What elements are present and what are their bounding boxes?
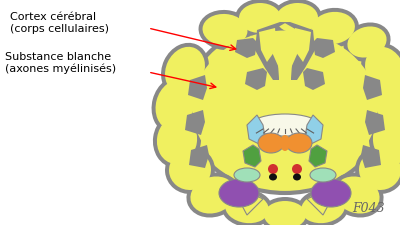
Ellipse shape (264, 201, 306, 225)
Ellipse shape (307, 8, 359, 48)
Ellipse shape (268, 164, 278, 174)
Ellipse shape (157, 116, 197, 164)
Polygon shape (245, 68, 267, 90)
Ellipse shape (293, 173, 301, 180)
Polygon shape (293, 28, 311, 62)
Ellipse shape (272, 0, 322, 37)
Ellipse shape (198, 10, 252, 50)
Ellipse shape (301, 193, 345, 223)
Ellipse shape (330, 173, 384, 218)
Ellipse shape (355, 146, 400, 194)
Ellipse shape (161, 43, 209, 97)
Ellipse shape (156, 80, 194, 130)
Ellipse shape (286, 133, 312, 153)
Polygon shape (277, 50, 293, 78)
Ellipse shape (169, 150, 211, 190)
Ellipse shape (297, 189, 349, 225)
Polygon shape (307, 183, 340, 215)
Polygon shape (185, 110, 205, 135)
Polygon shape (365, 110, 385, 135)
Text: (corps cellulaires): (corps cellulaires) (10, 24, 109, 34)
Ellipse shape (239, 3, 281, 33)
Polygon shape (189, 145, 209, 168)
Ellipse shape (221, 189, 273, 225)
Ellipse shape (186, 173, 240, 218)
Ellipse shape (276, 3, 318, 33)
Polygon shape (230, 183, 263, 215)
Polygon shape (303, 68, 325, 90)
Ellipse shape (292, 164, 302, 174)
Polygon shape (361, 145, 381, 168)
Polygon shape (188, 75, 207, 100)
Polygon shape (255, 22, 287, 80)
Ellipse shape (260, 197, 310, 225)
Ellipse shape (258, 133, 284, 153)
Ellipse shape (373, 116, 400, 164)
Ellipse shape (152, 76, 198, 134)
Polygon shape (243, 145, 261, 167)
Polygon shape (363, 75, 382, 100)
Ellipse shape (348, 27, 386, 58)
Ellipse shape (202, 14, 248, 46)
Ellipse shape (185, 23, 385, 193)
Polygon shape (313, 38, 335, 58)
Ellipse shape (234, 168, 260, 182)
Polygon shape (259, 28, 277, 62)
Ellipse shape (365, 47, 400, 93)
Polygon shape (309, 145, 327, 167)
Ellipse shape (280, 135, 290, 151)
Ellipse shape (311, 12, 355, 44)
Ellipse shape (311, 179, 351, 207)
Polygon shape (235, 38, 257, 58)
Ellipse shape (334, 176, 380, 214)
Text: Cortex cérébral: Cortex cérébral (10, 12, 96, 22)
Ellipse shape (310, 168, 336, 182)
Ellipse shape (190, 176, 236, 214)
Ellipse shape (372, 76, 400, 134)
Ellipse shape (225, 193, 269, 223)
Polygon shape (283, 22, 315, 80)
Ellipse shape (192, 31, 378, 185)
Ellipse shape (251, 114, 319, 136)
Ellipse shape (376, 80, 400, 130)
Ellipse shape (369, 112, 400, 168)
Ellipse shape (269, 173, 277, 180)
Ellipse shape (153, 112, 201, 168)
Ellipse shape (165, 146, 215, 194)
Ellipse shape (219, 179, 259, 207)
Text: Substance blanche: Substance blanche (5, 52, 111, 62)
Polygon shape (305, 115, 323, 145)
Text: F043: F043 (352, 202, 385, 215)
Ellipse shape (165, 47, 205, 93)
Text: (axones myélinisés): (axones myélinisés) (5, 64, 116, 74)
Ellipse shape (359, 150, 400, 190)
Ellipse shape (235, 0, 285, 37)
Ellipse shape (344, 22, 390, 61)
Ellipse shape (361, 43, 400, 97)
Polygon shape (247, 115, 265, 145)
